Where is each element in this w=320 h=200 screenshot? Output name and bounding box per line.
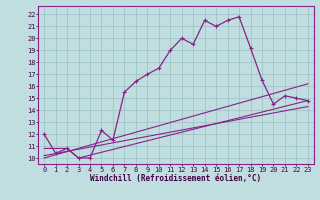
X-axis label: Windchill (Refroidissement éolien,°C): Windchill (Refroidissement éolien,°C) xyxy=(91,174,261,183)
